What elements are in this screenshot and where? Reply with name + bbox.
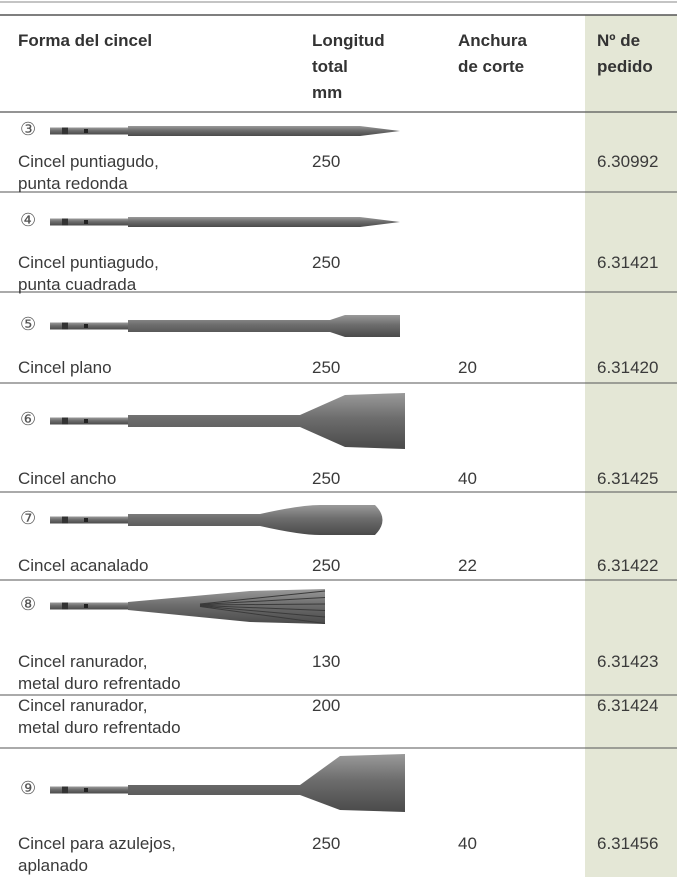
- length: 250: [312, 833, 340, 855]
- chisel-part: [128, 754, 405, 812]
- cut-width: 40: [458, 833, 477, 855]
- chisel-part: [62, 219, 68, 226]
- chisel-part: [62, 787, 68, 794]
- item-number: ⑨: [20, 778, 36, 799]
- chisel-part: [84, 324, 88, 328]
- item-number: ⑤: [20, 314, 36, 335]
- order-number: 6.30992: [597, 151, 658, 173]
- column-header: Forma del cincel: [18, 28, 152, 54]
- chisel-name: Cincel puntiagudo, punta cuadrada: [18, 252, 298, 296]
- chisel-part: [84, 419, 88, 423]
- length: 130: [312, 651, 340, 673]
- chisel-part: [62, 517, 68, 524]
- chisel-part: [84, 518, 88, 522]
- chisel-part: [128, 217, 400, 227]
- chisel-part: [62, 603, 68, 610]
- item-number: ⑧: [20, 594, 36, 615]
- item-number: ④: [20, 210, 36, 231]
- order-number: 6.31456: [597, 833, 658, 855]
- chisel-part: [62, 128, 68, 135]
- item-number: ③: [20, 119, 36, 140]
- chisel-name: Cincel ranurador, metal duro refrentado: [18, 651, 298, 695]
- chisel-part: [62, 418, 68, 425]
- length: 250: [312, 252, 340, 274]
- length: 250: [312, 468, 340, 490]
- order-number: 6.31420: [597, 357, 658, 379]
- length: 200: [312, 695, 340, 717]
- order-number: 6.31421: [597, 252, 658, 274]
- chisel-part: [84, 129, 88, 133]
- chisel-name: Cincel puntiagudo, punta redonda: [18, 151, 298, 195]
- item-number: ⑦: [20, 508, 36, 529]
- length: 250: [312, 555, 340, 577]
- order-number: 6.31425: [597, 468, 658, 490]
- cut-width: 20: [458, 357, 477, 379]
- order-number: 6.31424: [597, 695, 658, 717]
- column-header: Nº de pedido: [597, 28, 653, 80]
- chisel-part: [84, 788, 88, 792]
- chisel-name: Cincel ancho: [18, 468, 298, 490]
- order-number: 6.31422: [597, 555, 658, 577]
- chisel-name: Cincel para azulejos, aplanado: [18, 833, 298, 877]
- chisel-name: Cincel plano: [18, 357, 298, 379]
- chisel-name: Cincel acanalado: [18, 555, 298, 577]
- item-number: ⑥: [20, 409, 36, 430]
- chisel-part: [62, 323, 68, 330]
- decor: [0, 0, 677, 877]
- length: 250: [312, 357, 340, 379]
- length: 250: [312, 151, 340, 173]
- chisel-part: [84, 604, 88, 608]
- column-header: Longitud total mm: [312, 28, 385, 106]
- chisel-part: [128, 393, 405, 449]
- chisel-part: [128, 505, 383, 535]
- order-number: 6.31423: [597, 651, 658, 673]
- chisel-part: [128, 126, 400, 136]
- chisel-name: Cincel ranurador, metal duro refrentado: [18, 695, 298, 739]
- cut-width: 22: [458, 555, 477, 577]
- chisel-part: [84, 220, 88, 224]
- chisel-part: [128, 315, 400, 337]
- column-header: Anchura de corte: [458, 28, 527, 80]
- page: Forma del cincel Longitud total mm Anchura…: [0, 0, 677, 877]
- cut-width: 40: [458, 468, 477, 490]
